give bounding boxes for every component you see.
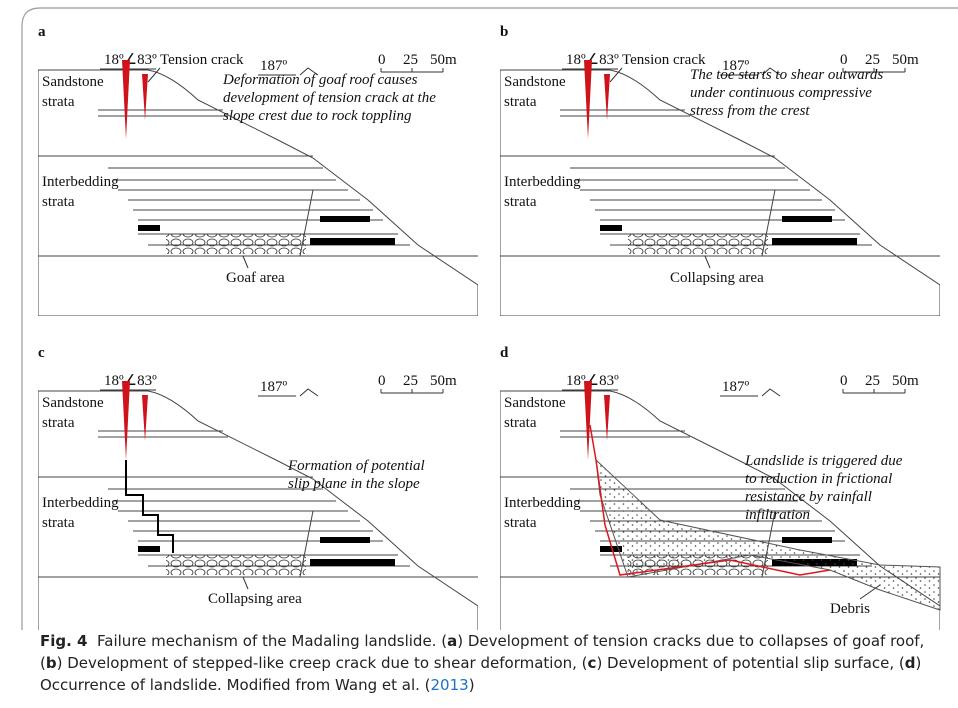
strata-label: Sandstone (42, 395, 104, 411)
strata-label: Sandstone (504, 74, 566, 90)
strata-label: strata (504, 194, 537, 210)
scale-label: 0 (378, 373, 386, 389)
scale-label: 50m (430, 52, 457, 68)
caption-part: d (905, 654, 916, 672)
strata-label: strata (504, 94, 537, 110)
strata-label: Interbedding (504, 174, 581, 190)
strata-label: Interbedding (42, 174, 119, 190)
dip-angle: 18º∠83º (566, 373, 619, 389)
description: resistance by rainfall (745, 489, 872, 505)
page: a18º∠83ºTension crack187º02550mSandstone… (0, 0, 958, 708)
strata-label: strata (504, 515, 537, 531)
area-label: Collapsing area (670, 270, 764, 286)
description: Deformation of goaf roof causes (222, 72, 418, 88)
panel: c 18º∠83º 187º 0 25 50m Sandstone strata Interbe… (38, 345, 478, 630)
scale-label: 25 (403, 52, 418, 68)
dip-angle: 18º∠83º (566, 52, 619, 68)
scale-label: 25 (865, 52, 880, 68)
strata-label: strata (504, 415, 537, 431)
panel-label: b (500, 24, 508, 40)
panel-label: c (38, 345, 45, 361)
caption-part: Failure mechanism of the Madaling landsl… (97, 632, 447, 650)
area-label: Debris (830, 601, 870, 617)
caption-part: ) Development of stepped-like creep crac… (57, 654, 588, 672)
area-label: Goaf area (226, 270, 285, 286)
panel: d 18º∠83º 187º 0 25 50m Sandstone strata Interbe… (500, 345, 940, 630)
strata-label: strata (42, 94, 75, 110)
crack-label: Tension crack (622, 52, 706, 68)
leader (860, 585, 880, 599)
panel-label: d (500, 345, 509, 361)
description: to reduction in frictional (745, 471, 892, 487)
dip-angle: 18º∠83º (104, 52, 157, 68)
description: slip plane in the slope (288, 476, 420, 492)
scale-label: 0 (840, 52, 848, 68)
scale-label: 50m (892, 52, 919, 68)
crack (584, 381, 592, 460)
strata-label: Sandstone (42, 74, 104, 90)
crack (604, 395, 610, 441)
scale-label: 0 (840, 373, 848, 389)
description: stress from the crest (690, 103, 810, 119)
description: slope crest due to rock toppling (223, 108, 412, 124)
crack (122, 381, 130, 460)
crack (604, 74, 610, 120)
caption: Fig. 4 Failure mechanism of the Madaling… (40, 630, 945, 696)
crack (122, 60, 130, 139)
leader (243, 256, 248, 268)
scale-label: 0 (378, 52, 386, 68)
description: The toe starts to shear outwards (690, 67, 883, 83)
strata-label: strata (42, 194, 75, 210)
dip-angle: 18º∠83º (104, 373, 157, 389)
caption-part: ) (469, 676, 475, 694)
slip-steps (126, 460, 173, 553)
caption-part: ) Development of potential slip surface,… (596, 654, 904, 672)
scale-label: 25 (403, 373, 418, 389)
bearing: 187º (722, 379, 750, 395)
description: under continuous compressive (690, 85, 872, 101)
scale-label: 50m (892, 373, 919, 389)
leader (243, 577, 248, 589)
caption-part: a (447, 632, 457, 650)
strata-label: strata (42, 515, 75, 531)
frame (22, 8, 958, 630)
leader (705, 256, 710, 268)
description: Formation of potential (287, 458, 425, 474)
crack (142, 74, 148, 120)
strata-label: Interbedding (504, 495, 581, 511)
description: development of tension crack at the (223, 90, 436, 106)
scale-bar (843, 389, 905, 393)
caption-label: Fig. 4 (40, 632, 87, 650)
panel-label: a (38, 24, 46, 40)
description: infiltration (745, 507, 810, 523)
strata-label: Sandstone (504, 395, 566, 411)
area-label: Collapsing area (208, 591, 302, 607)
strata-label: Interbedding (42, 495, 119, 511)
strata-label: strata (42, 415, 75, 431)
citation-link[interactable]: 2013 (431, 676, 469, 694)
crack (142, 395, 148, 441)
scale-bar (381, 389, 443, 393)
scale-label: 25 (865, 373, 880, 389)
scale-label: 50m (430, 373, 457, 389)
caption-part: b (46, 654, 57, 672)
description: Landslide is triggered due (744, 453, 903, 469)
crack (584, 60, 592, 139)
crack-label: Tension crack (160, 52, 244, 68)
bearing: 187º (260, 379, 288, 395)
